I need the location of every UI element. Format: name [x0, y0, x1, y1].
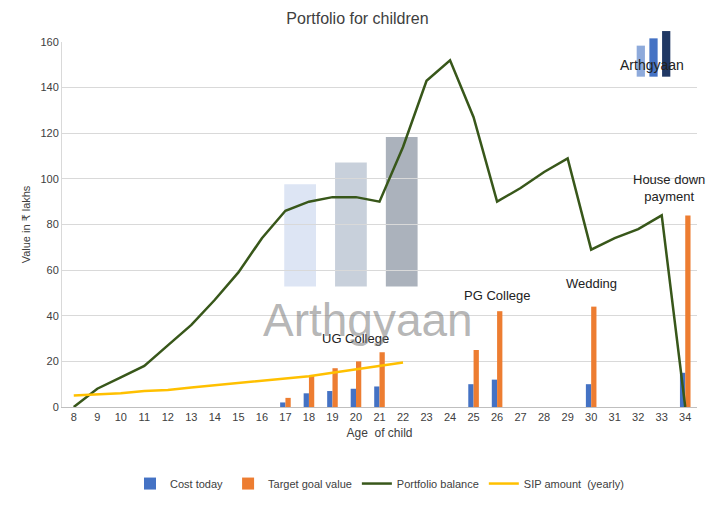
svg-text:11: 11 — [139, 411, 150, 423]
svg-text:10: 10 — [115, 411, 127, 423]
svg-text:12: 12 — [162, 411, 174, 423]
svg-text:22: 22 — [397, 411, 409, 423]
svg-text:14: 14 — [209, 411, 221, 423]
svg-text:23: 23 — [420, 411, 432, 423]
svg-text:Portfolio balance: Portfolio balance — [397, 478, 479, 490]
svg-text:80: 80 — [47, 218, 59, 230]
svg-text:PG College: PG College — [464, 288, 530, 303]
svg-text:34: 34 — [679, 411, 691, 423]
svg-text:24: 24 — [444, 411, 456, 423]
svg-text:26: 26 — [491, 411, 503, 423]
svg-text:27: 27 — [514, 411, 526, 423]
svg-text:17: 17 — [279, 411, 291, 423]
svg-text:Cost today: Cost today — [170, 478, 223, 490]
svg-text:20: 20 — [350, 411, 362, 423]
svg-text:15: 15 — [232, 411, 244, 423]
svg-text:60: 60 — [47, 264, 59, 276]
svg-text:20: 20 — [47, 355, 59, 367]
svg-text:40: 40 — [47, 310, 59, 322]
svg-text:160: 160 — [40, 36, 58, 48]
svg-text:32: 32 — [632, 411, 644, 423]
svg-text:140: 140 — [40, 81, 58, 93]
svg-text:120: 120 — [40, 127, 58, 139]
svg-text:19: 19 — [326, 411, 338, 423]
svg-text:Wedding: Wedding — [566, 276, 617, 291]
svg-text:UG College: UG College — [322, 331, 389, 346]
svg-text:Value in ₹ lakhs: Value in ₹ lakhs — [20, 185, 32, 263]
svg-text:8: 8 — [71, 411, 77, 423]
svg-text:29: 29 — [562, 411, 574, 423]
svg-text:16: 16 — [256, 411, 268, 423]
svg-text:18: 18 — [303, 411, 315, 423]
svg-text:0: 0 — [53, 401, 59, 413]
svg-text:Arthgyaan: Arthgyaan — [263, 294, 473, 346]
svg-text:25: 25 — [467, 411, 479, 423]
svg-text:33: 33 — [656, 411, 668, 423]
svg-text:13: 13 — [185, 411, 197, 423]
svg-text:21: 21 — [373, 411, 385, 423]
svg-text:SIP amount (yearly): SIP amount (yearly) — [524, 478, 624, 490]
svg-text:Arthgyaan: Arthgyaan — [620, 57, 684, 73]
svg-text:House downpayment: House downpayment — [633, 172, 705, 204]
svg-text:Target goal value: Target goal value — [268, 478, 352, 490]
svg-text:28: 28 — [538, 411, 550, 423]
svg-text:30: 30 — [585, 411, 597, 423]
svg-text:9: 9 — [94, 411, 100, 423]
svg-text:Portfolio for children: Portfolio for children — [286, 10, 428, 27]
svg-text:100: 100 — [40, 173, 58, 185]
svg-text:31: 31 — [609, 411, 621, 423]
svg-text:Age of child: Age of child — [346, 426, 412, 440]
